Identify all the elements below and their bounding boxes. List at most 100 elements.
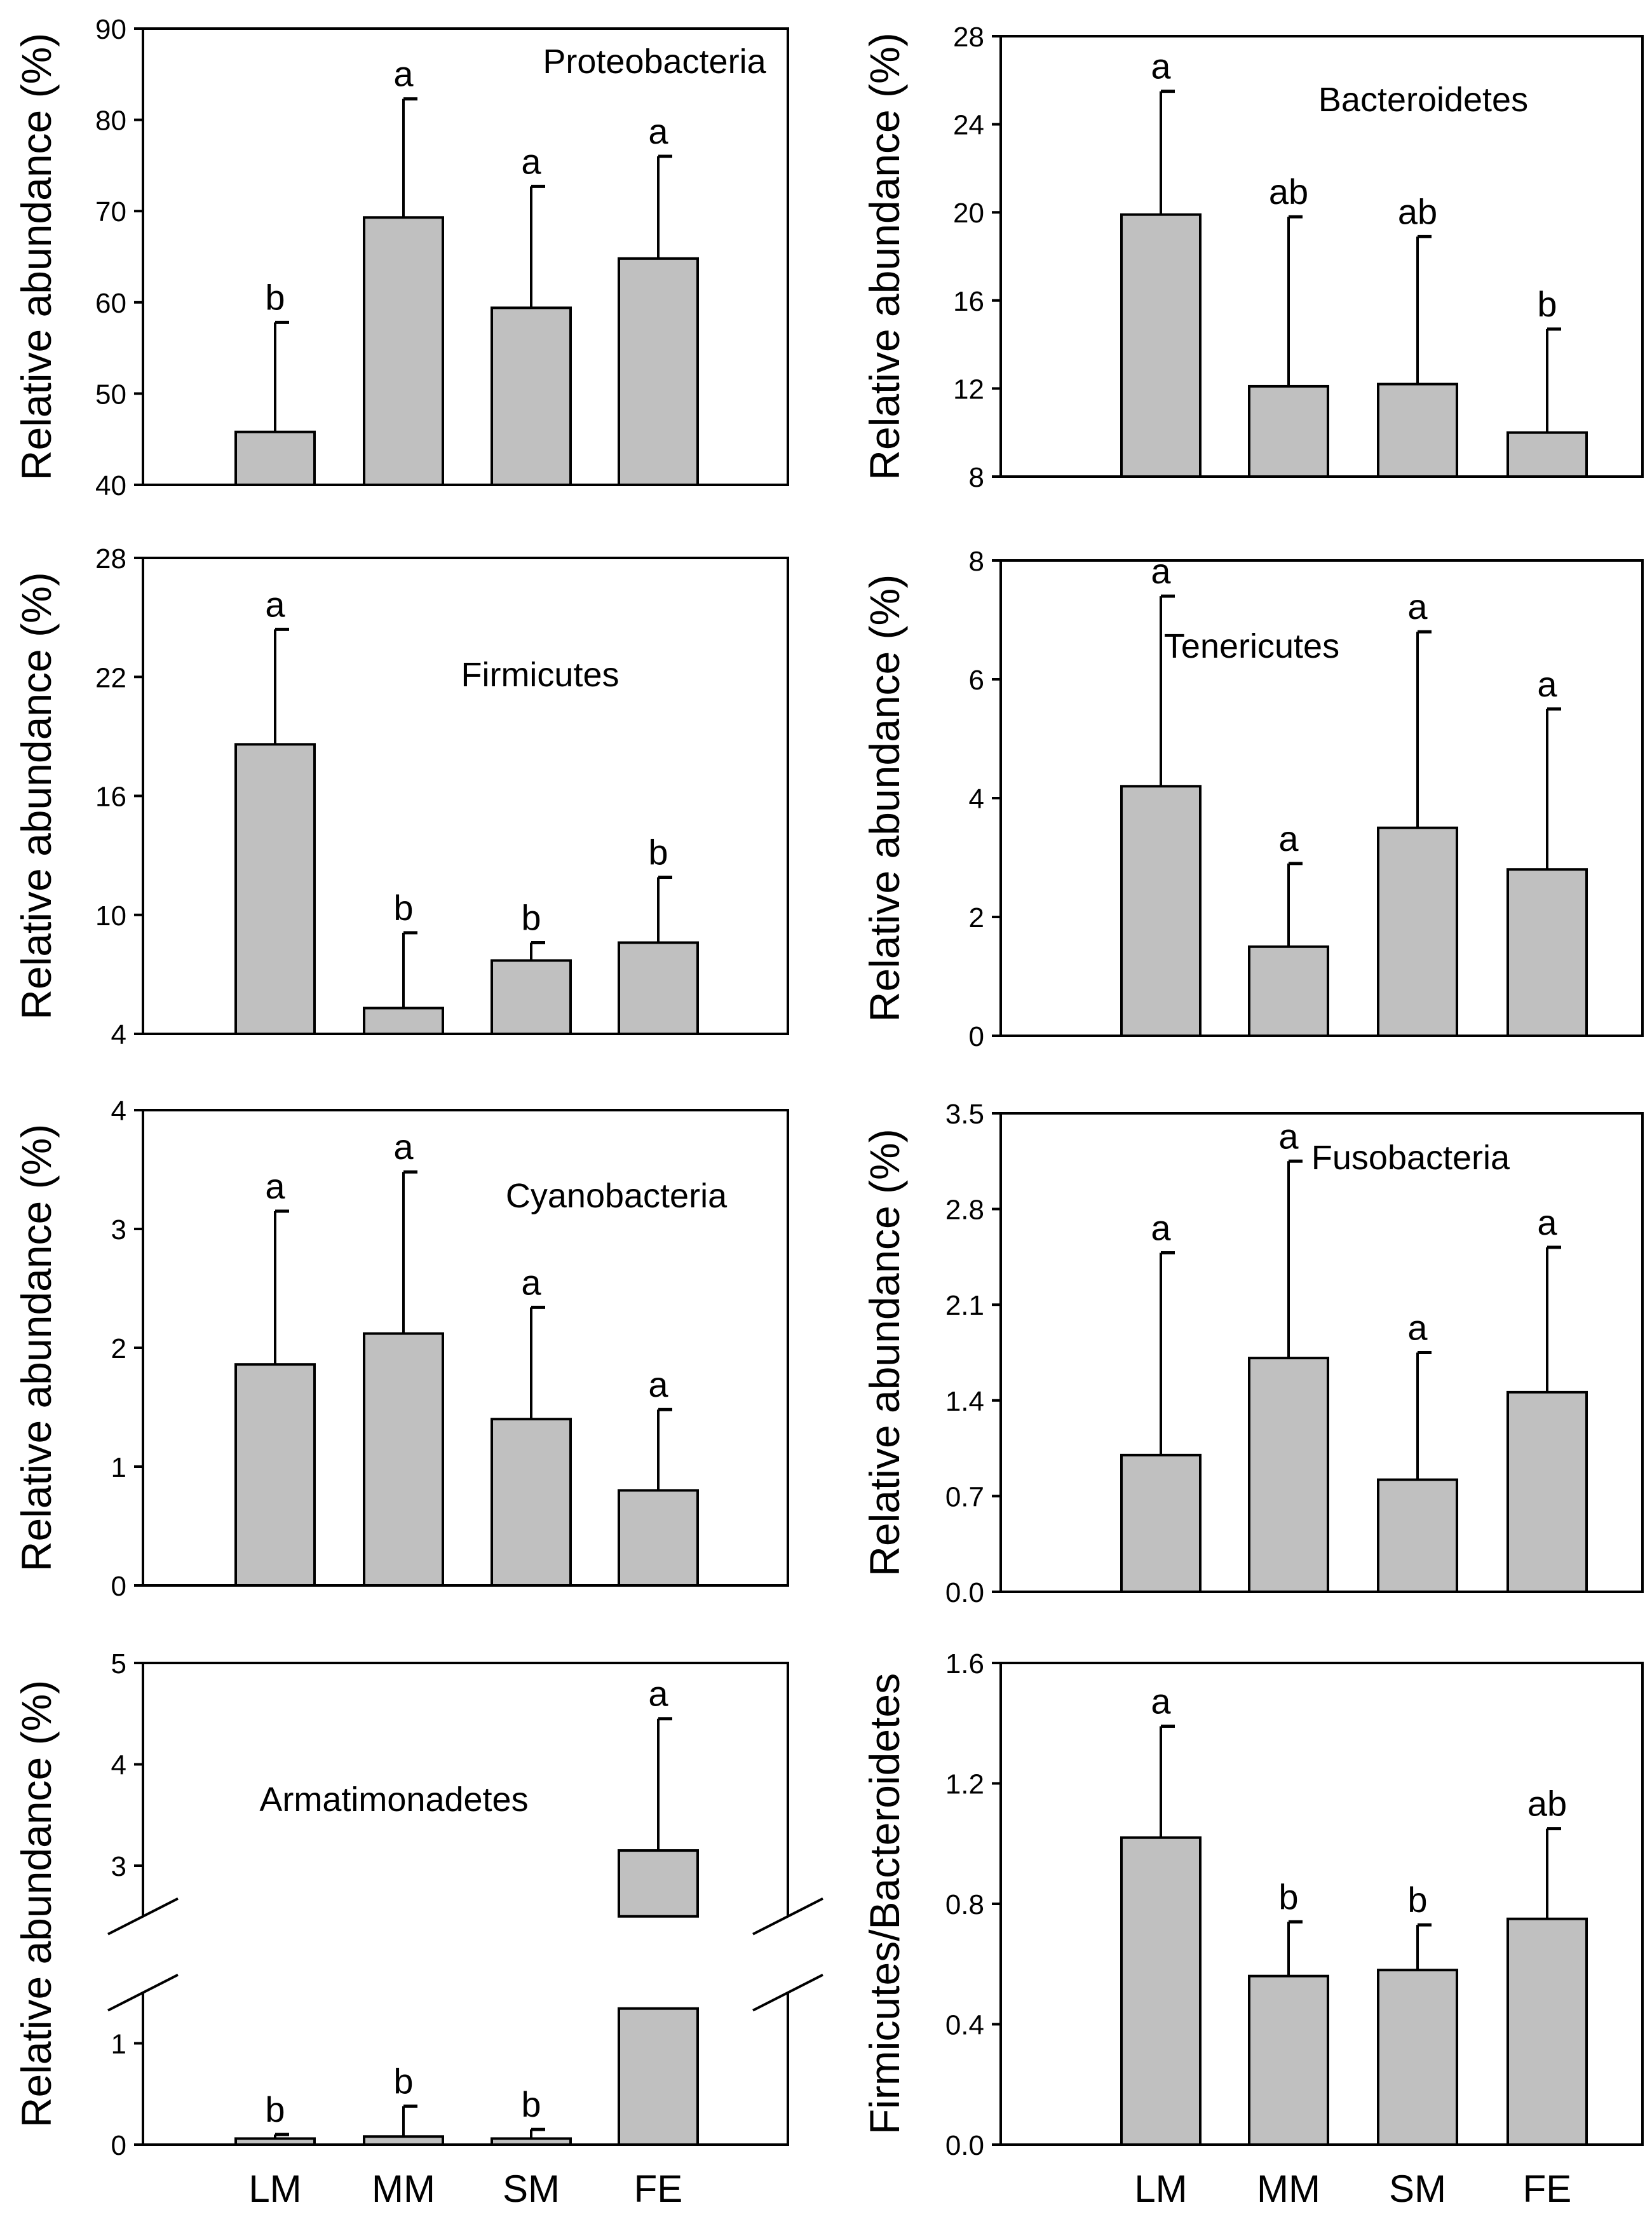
significance-letter: a bbox=[1407, 587, 1428, 627]
bar bbox=[1377, 1478, 1458, 1593]
y-tick-label: 16 bbox=[95, 782, 126, 813]
significance-letter: a bbox=[1407, 1308, 1428, 1348]
y-tick-label: 22 bbox=[95, 662, 126, 693]
panel-cyanobacteria: 0 1 2 3 4 Relative abundance (%) a a a a Cyanobact… bbox=[13, 1096, 789, 1602]
y-tick-label: 90 bbox=[95, 14, 126, 45]
panel-firmicutes: 4 10 16 22 28 Relative abundance (%) a b b b Firmi… bbox=[13, 543, 789, 1050]
bar bbox=[1120, 213, 1202, 478]
y-axis-label: Relative abundance (%) bbox=[861, 32, 908, 480]
y-tick-label: 0 bbox=[969, 1021, 984, 1052]
y-tick-label: 0 bbox=[111, 1571, 126, 1602]
y-tick-label: 24 bbox=[953, 110, 984, 141]
significance-letter: a bbox=[648, 1674, 668, 1714]
significance-letter: b bbox=[1278, 1876, 1298, 1917]
significance-letter: a bbox=[1151, 1207, 1171, 1247]
y-axis-label: Relative abundance (%) bbox=[861, 574, 908, 1022]
bar bbox=[363, 216, 444, 486]
bar bbox=[1506, 1917, 1588, 2146]
bar bbox=[1120, 1836, 1202, 2146]
y-tick-label: 3.5 bbox=[945, 1099, 984, 1130]
x-category-label: FE bbox=[1523, 2168, 1572, 2210]
y-tick-label: 4 bbox=[111, 1019, 126, 1050]
bar bbox=[1248, 384, 1329, 478]
bar bbox=[363, 1007, 444, 1036]
significance-letter: a bbox=[1151, 1681, 1171, 1721]
bar bbox=[234, 743, 316, 1035]
significance-letter: b bbox=[393, 888, 413, 928]
bar bbox=[491, 306, 572, 486]
axis-break-mark bbox=[107, 1973, 179, 2012]
x-category-label: SM bbox=[503, 2168, 560, 2210]
y-tick-label: 1.2 bbox=[945, 1769, 984, 1800]
y-tick-label: 5 bbox=[111, 1648, 126, 1680]
bar bbox=[1248, 945, 1329, 1037]
significance-letter: b bbox=[265, 2089, 285, 2129]
y-tick-label: 0.4 bbox=[945, 2010, 984, 2041]
y-tick-label: 0.8 bbox=[945, 1889, 984, 1920]
x-category-label: SM bbox=[1389, 2168, 1446, 2210]
axis-break-mark bbox=[752, 1973, 823, 2012]
significance-letter: a bbox=[521, 141, 541, 181]
y-tick-label: 3 bbox=[111, 1214, 126, 1245]
significance-letter: a bbox=[1537, 1202, 1557, 1242]
y-tick-label: 1.6 bbox=[945, 1648, 984, 1680]
bar-upper-segment bbox=[618, 1849, 699, 1918]
y-tick-label: 4 bbox=[111, 1096, 126, 1127]
bar bbox=[1506, 1390, 1588, 1593]
bar bbox=[491, 1418, 572, 1587]
y-tick-label: 2 bbox=[969, 902, 984, 933]
significance-letter: a bbox=[265, 584, 285, 624]
y-tick-label: 1.4 bbox=[945, 1386, 984, 1417]
bar bbox=[1506, 868, 1588, 1037]
bar bbox=[234, 2137, 316, 2146]
y-tick-label: 80 bbox=[95, 105, 126, 137]
y-tick-label: 20 bbox=[953, 198, 984, 229]
y-axis-label: Relative abundance (%) bbox=[13, 1124, 60, 1571]
panel-tenericutes: 0 2 4 6 8 Relative abundance (%) a a a a Tenericut… bbox=[861, 546, 1644, 1052]
bar bbox=[1377, 826, 1458, 1037]
y-axis-label: Relative abundance (%) bbox=[13, 572, 60, 1019]
y-tick-label: 2.8 bbox=[945, 1195, 984, 1226]
bar bbox=[1377, 383, 1458, 478]
significance-letter: a bbox=[1151, 46, 1171, 86]
bar bbox=[491, 2137, 572, 2146]
significance-letter: a bbox=[1151, 551, 1171, 591]
bar bbox=[618, 257, 699, 486]
panel-title: Tenericutes bbox=[1164, 627, 1339, 665]
panel-firmicutes-bacteroidetes: 0.0 0.4 0.8 1.2 1.6 Firmicutes/Bacteroidetes a… bbox=[861, 1648, 1644, 2210]
significance-letter: a bbox=[393, 1127, 414, 1167]
significance-letter: a bbox=[521, 1262, 541, 1302]
significance-letter: b bbox=[521, 897, 541, 937]
plot-frame-lower bbox=[142, 1992, 789, 2146]
y-tick-label: 2.1 bbox=[945, 1290, 984, 1321]
plot-frame-upper bbox=[142, 1662, 789, 1917]
significance-letter: a bbox=[1278, 818, 1299, 858]
y-axis-label: Relative abundance (%) bbox=[13, 1680, 60, 2127]
bar-lower-segment bbox=[618, 2007, 699, 2146]
bar bbox=[618, 1489, 699, 1587]
y-tick-label: 8 bbox=[969, 462, 984, 493]
y-tick-label: 6 bbox=[969, 665, 984, 696]
axis-break-mark bbox=[107, 1897, 179, 1936]
x-category-label: MM bbox=[372, 2168, 435, 2210]
plot-frame bbox=[142, 27, 789, 486]
bar bbox=[234, 430, 316, 486]
bar bbox=[1120, 1453, 1202, 1594]
significance-letter: a bbox=[265, 1166, 285, 1206]
y-axis-label: Relative abundance (%) bbox=[13, 33, 60, 480]
panel-armatimonadetes: 0 1 3 4 5 Relative abundance (%) b b b a Armatimon… bbox=[13, 1648, 823, 2210]
axis-break-mark bbox=[752, 1897, 823, 1936]
bar bbox=[234, 1363, 316, 1587]
bar bbox=[1377, 1969, 1458, 2147]
panel-title: Proteobacteria bbox=[543, 43, 766, 81]
significance-letter: ab bbox=[1527, 1784, 1567, 1824]
bar bbox=[363, 1332, 444, 1587]
panel-fusobacteria: 0.0 0.7 1.4 2.1 2.8 3.5 Relative abundance (%)… bbox=[861, 1099, 1644, 1608]
y-tick-label: 1 bbox=[111, 2029, 126, 2060]
bar bbox=[1248, 1974, 1329, 2146]
y-tick-label: 10 bbox=[95, 900, 126, 932]
significance-letter: a bbox=[1537, 664, 1557, 704]
y-tick-label: 28 bbox=[95, 543, 126, 574]
y-tick-label: 12 bbox=[953, 374, 984, 405]
